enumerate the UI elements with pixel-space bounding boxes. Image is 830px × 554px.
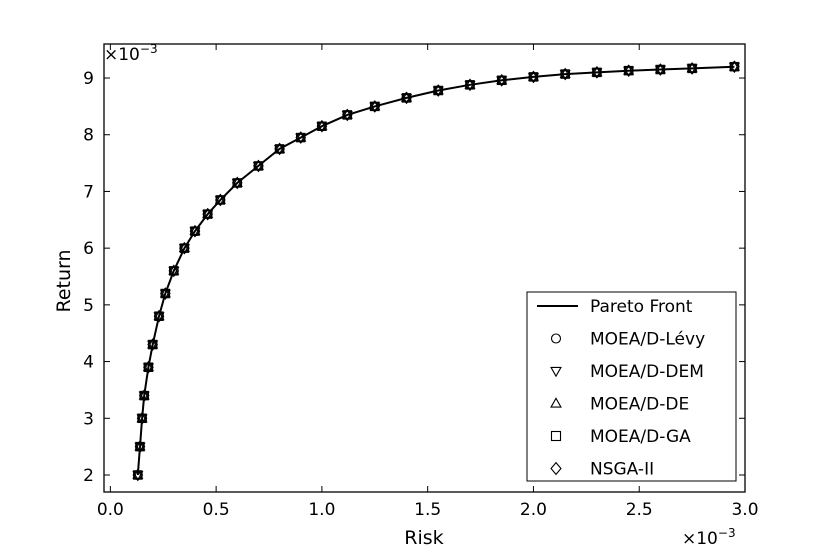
y-tick-label: 8 — [83, 126, 94, 146]
data-point — [160, 287, 171, 300]
data-point — [178, 242, 190, 253]
x-multiplier: ×10−3 — [682, 526, 736, 549]
data-point — [189, 225, 201, 236]
data-point — [168, 266, 180, 277]
series-nsga-ii — [132, 60, 740, 482]
data-point — [686, 62, 698, 75]
legend-marker — [550, 461, 562, 476]
data-point — [214, 193, 226, 204]
x-tick-label: 2.0 — [520, 500, 547, 520]
legend-label: MOEA/D-Lévy — [590, 330, 705, 350]
legend-label: Pareto Front — [590, 297, 693, 317]
x-axis-label: Risk — [404, 527, 443, 549]
data-point — [214, 196, 226, 206]
data-point — [132, 468, 144, 482]
data-point — [623, 64, 634, 77]
y-ticks: 2 3 4 5 6 7 8 9 — [83, 69, 745, 486]
data-point — [189, 224, 201, 238]
data-point — [132, 469, 144, 479]
legend-label: MOEA/D-GA — [590, 427, 691, 447]
y-axis-label: Return — [53, 249, 75, 312]
x-tick-label: 2.5 — [626, 500, 653, 520]
legend-label: MOEA/D-DEM — [590, 362, 704, 382]
data-point — [591, 66, 603, 79]
y-tick-label: 6 — [83, 239, 94, 259]
x-tick-label: 1.0 — [308, 500, 335, 520]
data-point — [559, 67, 571, 81]
data-point — [655, 63, 666, 76]
y-tick-label: 4 — [83, 353, 94, 373]
data-point — [432, 84, 444, 97]
x-tick-label: 0.5 — [203, 500, 230, 520]
data-point — [153, 309, 165, 323]
y-tick-label: 3 — [83, 409, 94, 429]
legend: Pareto Front MOEA/D-Lévy MOEA/D-DEM MOEA/D-… — [526, 291, 737, 482]
y-tick-label: 9 — [83, 69, 94, 89]
data-point — [159, 289, 171, 300]
y-multiplier: ×10−3 — [104, 42, 158, 65]
legend-marker — [550, 430, 562, 442]
data-point — [179, 241, 190, 255]
legend-box — [526, 291, 737, 482]
data-point — [496, 73, 508, 87]
x-tick-label: 0.0 — [97, 500, 124, 520]
legend-marker — [550, 333, 562, 344]
y-tick-label: 5 — [83, 296, 94, 316]
data-point — [168, 264, 180, 278]
data-point — [168, 264, 180, 275]
data-point — [231, 179, 243, 189]
series-line-pareto-front — [136, 65, 735, 476]
plot-frame — [103, 43, 746, 493]
legend-marker — [550, 366, 562, 378]
data-point — [528, 70, 539, 84]
data-point — [202, 208, 214, 219]
data-point — [401, 91, 412, 105]
legend-marker — [550, 397, 562, 408]
data-point — [202, 210, 214, 221]
data-point — [202, 207, 214, 221]
y-tick-label: 2 — [83, 466, 94, 486]
data-point — [189, 227, 201, 238]
data-point — [178, 244, 190, 255]
y-tick-label: 7 — [83, 182, 94, 202]
legend-label: MOEA/D-DE — [590, 395, 689, 415]
x-tick-label: 1.5 — [414, 500, 441, 520]
legend-label: NSGA-II — [590, 460, 654, 480]
x-ticks: 0.0 0.5 1.0 1.5 2.0 2.5 3.0 — [97, 44, 759, 520]
data-point — [464, 78, 476, 92]
data-point — [729, 60, 740, 73]
pareto-front-line-group — [136, 65, 735, 476]
x-tick-label: 3.0 — [731, 500, 758, 520]
